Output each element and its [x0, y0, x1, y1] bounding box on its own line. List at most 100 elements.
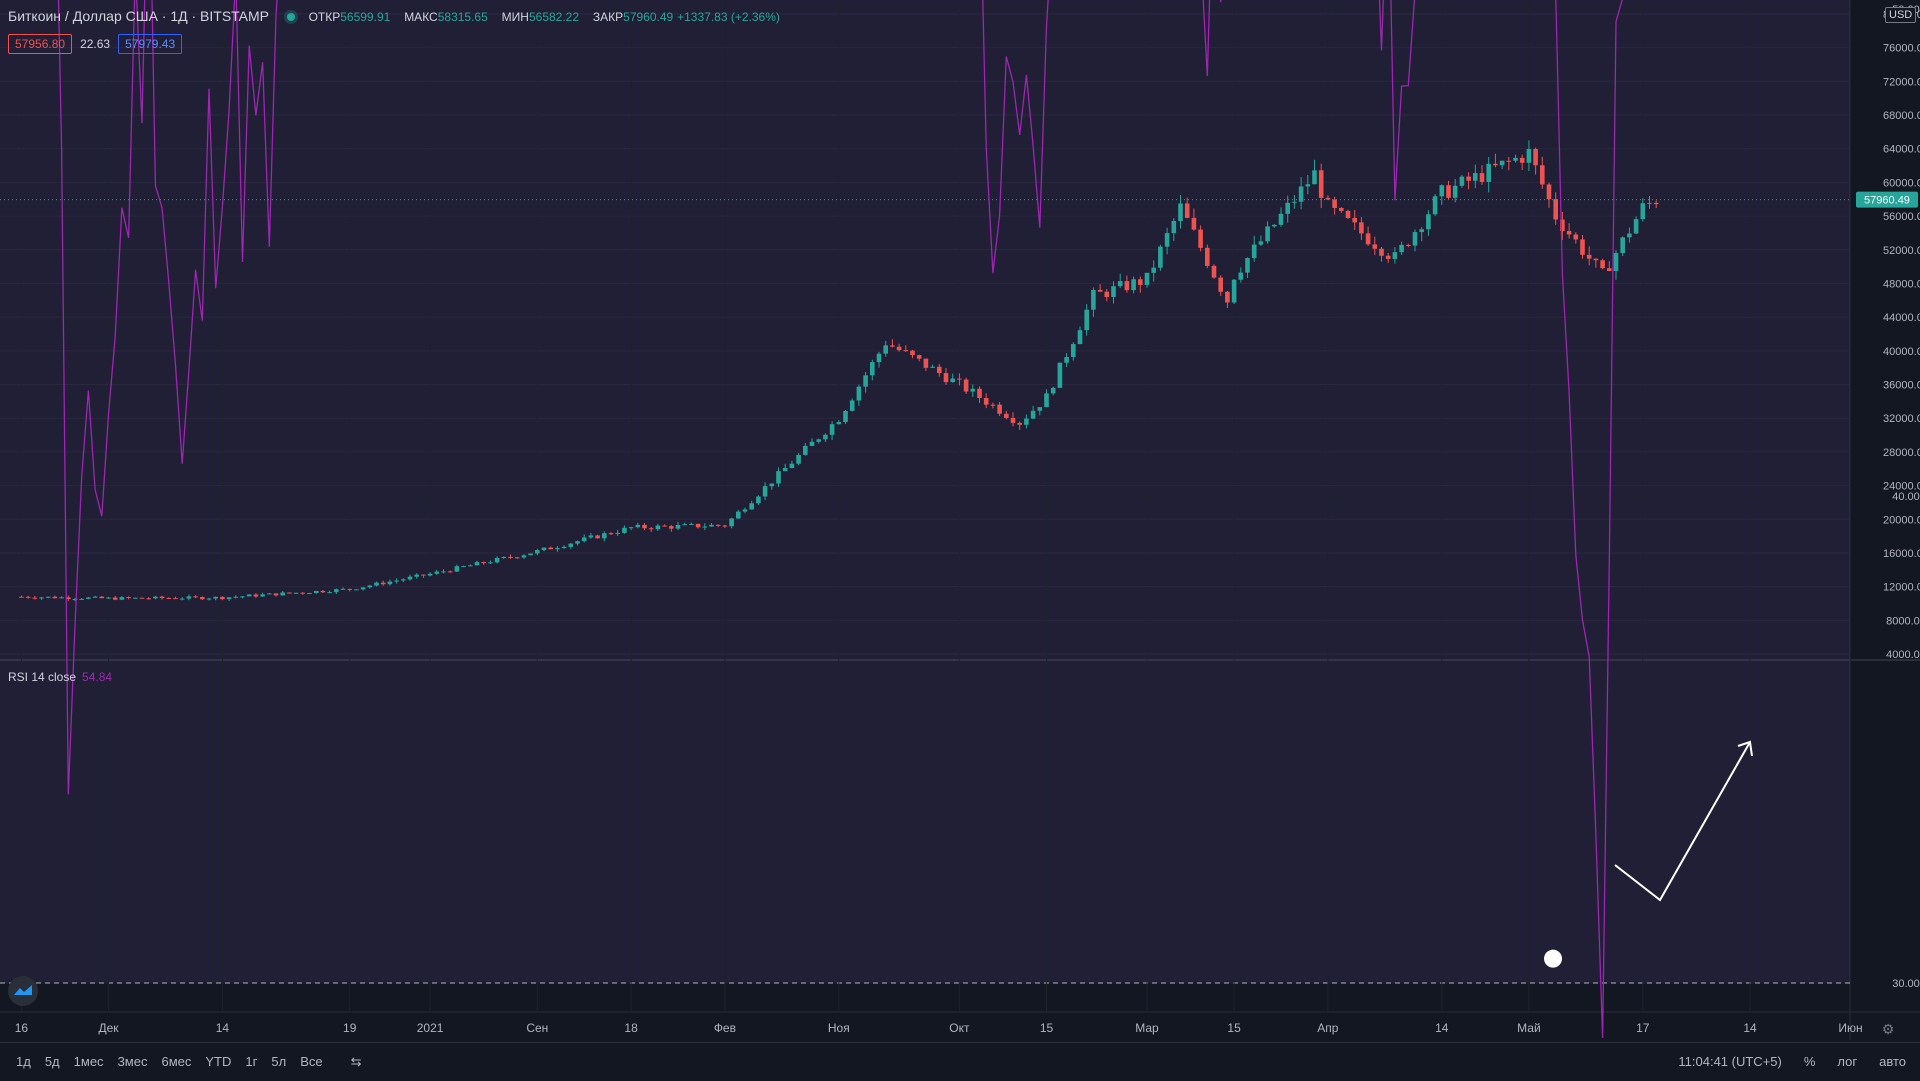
candle[interactable] — [1553, 199, 1558, 220]
candle[interactable] — [1278, 213, 1284, 225]
currency-button[interactable]: USD — [1885, 7, 1917, 23]
candle[interactable] — [1526, 149, 1532, 163]
candle[interactable] — [461, 566, 466, 568]
candle[interactable] — [1573, 234, 1579, 240]
candle[interactable] — [1633, 219, 1639, 234]
candle[interactable] — [106, 597, 111, 599]
candle[interactable] — [1044, 393, 1049, 408]
candle[interactable] — [1030, 410, 1036, 419]
candle[interactable] — [997, 404, 1002, 414]
candle[interactable] — [722, 525, 728, 527]
candle[interactable] — [1593, 258, 1599, 261]
candle[interactable] — [1627, 233, 1632, 238]
range-1m[interactable]: 1мес — [73, 1054, 104, 1069]
candle[interactable] — [1258, 241, 1264, 245]
candle[interactable] — [1399, 244, 1404, 253]
ask-badge[interactable]: 57979.43 — [118, 34, 183, 54]
candle[interactable] — [595, 535, 600, 539]
percent-toggle[interactable]: % — [1803, 1054, 1816, 1069]
candle[interactable] — [896, 346, 902, 351]
candle[interactable] — [876, 353, 882, 363]
candle[interactable] — [1205, 247, 1210, 266]
candle[interactable] — [1560, 219, 1565, 232]
candle[interactable] — [1519, 157, 1525, 163]
auto-toggle[interactable]: авто — [1879, 1054, 1906, 1069]
candle[interactable] — [1211, 265, 1217, 278]
candle[interactable] — [1097, 289, 1103, 292]
candle[interactable] — [1265, 226, 1270, 242]
candle[interactable] — [481, 562, 486, 564]
candle[interactable] — [474, 562, 480, 566]
candle[interactable] — [441, 571, 446, 573]
candle[interactable] — [756, 496, 761, 504]
bid-badge[interactable]: 57956.80 — [8, 34, 73, 54]
candle[interactable] — [380, 582, 386, 585]
candle[interactable] — [1339, 207, 1344, 211]
candle[interactable] — [514, 557, 520, 559]
candle[interactable] — [1345, 210, 1351, 218]
candle[interactable] — [327, 592, 332, 594]
candle[interactable] — [628, 527, 634, 529]
candle[interactable] — [494, 557, 500, 563]
candle[interactable] — [689, 523, 694, 525]
candle[interactable] — [193, 596, 198, 598]
candle[interactable] — [340, 588, 346, 590]
candle[interactable] — [816, 439, 821, 442]
candle[interactable] — [568, 543, 574, 547]
candle[interactable] — [86, 597, 91, 599]
candle[interactable] — [1406, 244, 1411, 246]
candle[interactable] — [1600, 260, 1605, 269]
range-6m[interactable]: 6мес — [161, 1054, 192, 1069]
candle[interactable] — [581, 537, 587, 542]
candle[interactable] — [313, 590, 319, 594]
candle[interactable] — [1158, 246, 1163, 268]
candle[interactable] — [1131, 279, 1136, 291]
range-ytd[interactable]: YTD — [205, 1054, 232, 1069]
candle[interactable] — [1117, 281, 1123, 287]
candle[interactable] — [1499, 160, 1505, 166]
candle[interactable] — [360, 587, 366, 590]
candle[interactable] — [1439, 185, 1445, 197]
range-all[interactable]: Все — [300, 1054, 323, 1069]
candle[interactable] — [943, 373, 949, 383]
candle[interactable] — [1245, 258, 1250, 273]
candle[interactable] — [648, 528, 654, 530]
candle[interactable] — [1138, 279, 1143, 285]
candle[interactable] — [983, 398, 989, 405]
candle[interactable] — [1653, 202, 1659, 205]
candle[interactable] — [19, 596, 24, 598]
candle[interactable] — [1446, 185, 1451, 198]
candle[interactable] — [126, 597, 131, 599]
candle[interactable] — [916, 355, 922, 359]
candle[interactable] — [153, 596, 158, 599]
settings-gear-icon[interactable]: ⚙ — [1882, 1022, 1895, 1038]
candle[interactable] — [675, 524, 681, 529]
candle[interactable] — [1493, 163, 1498, 166]
range-5y[interactable]: 5л — [271, 1054, 287, 1069]
candle[interactable] — [742, 509, 748, 512]
candle[interactable] — [501, 556, 507, 558]
candle[interactable] — [1184, 203, 1190, 218]
candle[interactable] — [937, 366, 942, 374]
candle[interactable] — [528, 553, 533, 556]
candle[interactable] — [622, 527, 627, 533]
candle[interactable] — [267, 593, 272, 595]
candle[interactable] — [1111, 286, 1116, 298]
candle[interactable] — [588, 535, 594, 538]
candle[interactable] — [240, 596, 245, 598]
candle[interactable] — [1546, 184, 1552, 200]
candle[interactable] — [575, 541, 580, 544]
goto-date-icon[interactable]: ⇆ — [350, 1054, 362, 1069]
candle[interactable] — [246, 594, 252, 597]
candle[interactable] — [1412, 232, 1418, 246]
candle[interactable] — [1432, 196, 1438, 215]
range-5d[interactable]: 5д — [44, 1054, 60, 1069]
candle[interactable] — [1037, 407, 1043, 411]
candle[interactable] — [655, 525, 661, 530]
candle[interactable] — [1144, 272, 1150, 285]
candle[interactable] — [1010, 417, 1016, 423]
candle[interactable] — [1419, 229, 1424, 233]
candle[interactable] — [1332, 199, 1337, 208]
candle[interactable] — [1486, 163, 1491, 182]
candle[interactable] — [1071, 344, 1076, 358]
